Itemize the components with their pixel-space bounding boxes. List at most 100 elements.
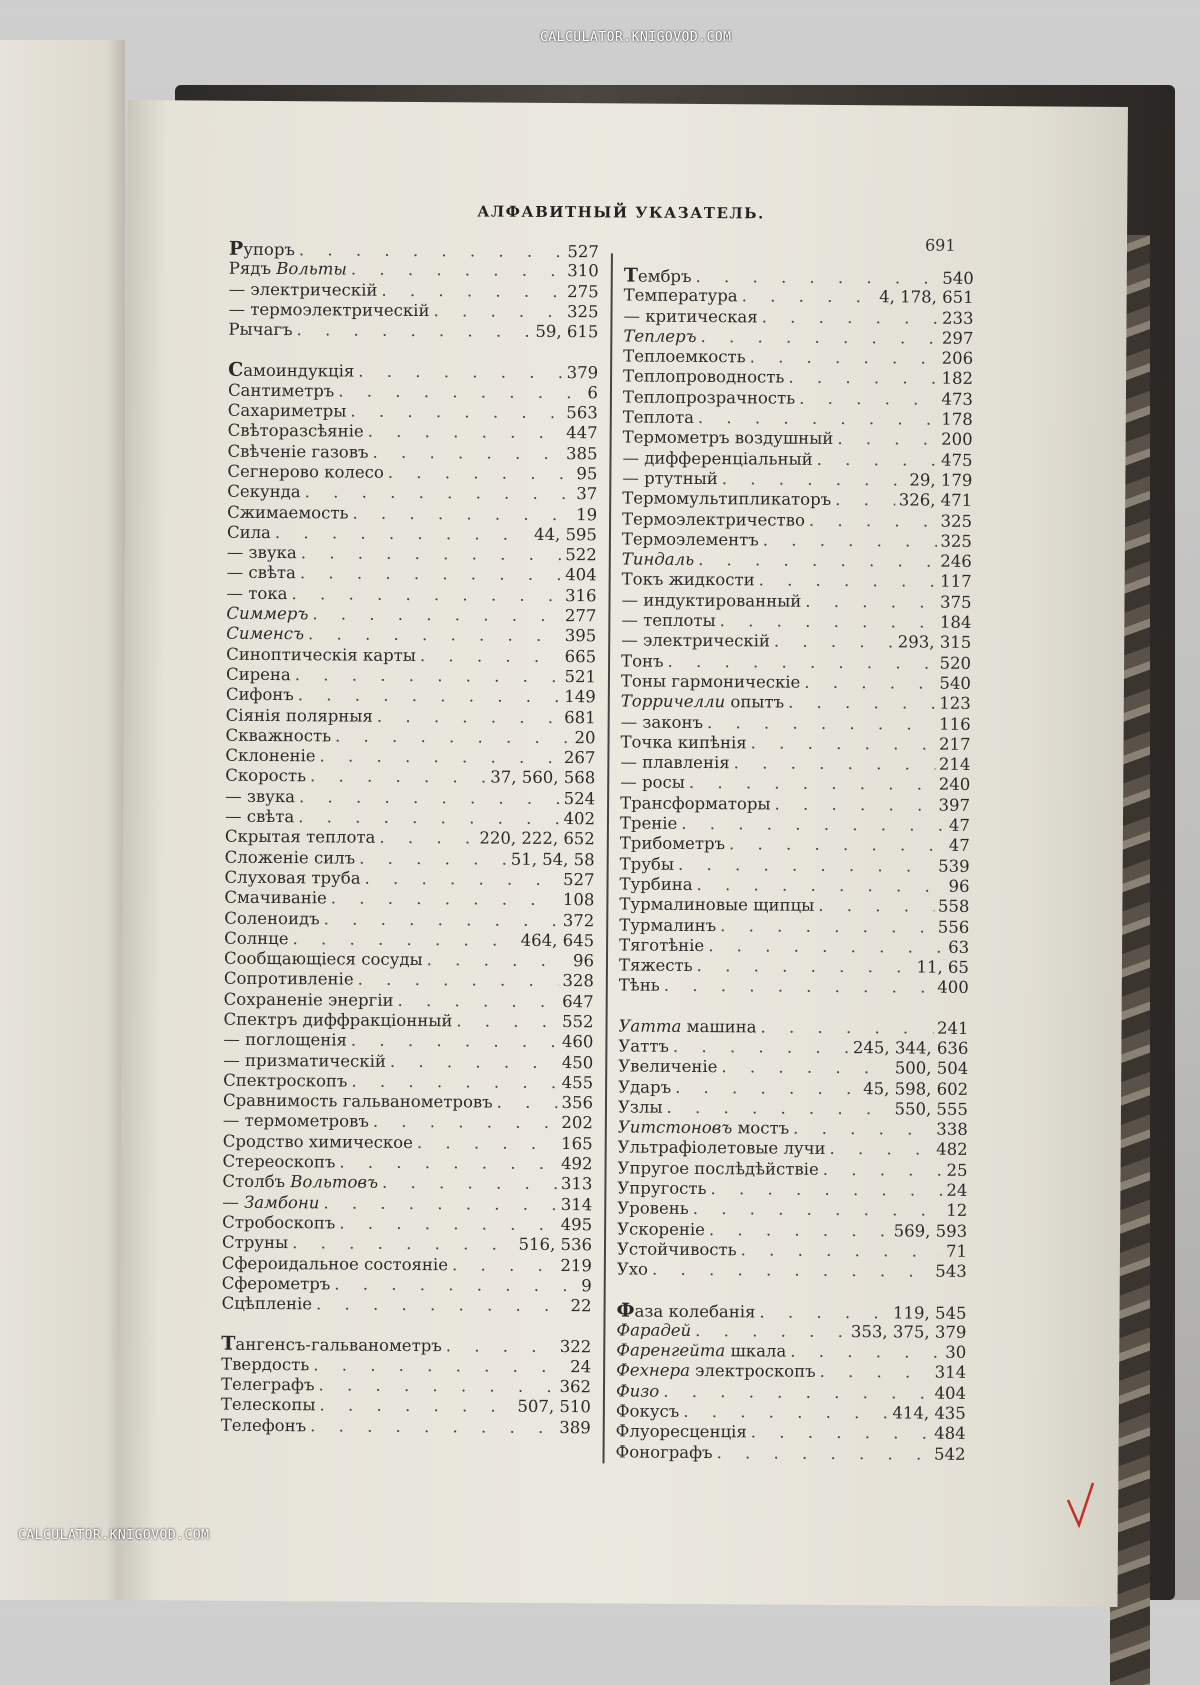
dot-leader [763,530,937,552]
dot-leader [708,936,944,958]
index-page: АЛФАВИТНЫЙ УКАЗАТЕЛЬ. 691 Рупоръ527Рядъ … [117,100,1128,1607]
entry-term-text: — тока [226,583,288,603]
index-entry: Уатта машина 241 [618,1016,968,1039]
entry-term: Ускореніе [617,1219,705,1240]
entry-term: Солнце [224,928,289,949]
entry-pages: 117 [940,572,972,592]
dot-leader [292,1233,514,1255]
entry-term: Фаренгейта шкала [616,1341,786,1362]
entry-term-text: Сообщающіеся сосуды [223,948,423,970]
dot-leader [742,287,876,308]
entry-term-text: Фокусъ [615,1401,680,1421]
entry-term: — электрическій [621,631,770,652]
dot-leader [323,1193,557,1215]
entry-term-text: — свѣта [226,563,296,583]
dot-leader [338,381,583,403]
dot-leader [365,869,560,891]
entry-term-text: Токъ жидкости [621,569,755,590]
index-entry: Сохраненіе энергіи 647 [224,989,594,1012]
index-entry: Упругое послѣдѣйствіе 25 [617,1158,967,1181]
entry-pages: 447 [566,423,598,443]
entry-term: — свѣта [227,563,296,584]
dot-leader [373,442,563,464]
dot-leader [339,1213,557,1235]
entry-term: Турмалиновые щипцы [619,895,814,917]
entry-term-text: — [222,1192,245,1212]
dot-leader [721,1057,890,1078]
entry-term: Фаза колебанія [616,1299,755,1322]
index-entry: Тяготѣніе 63 [619,935,969,958]
entry-term: Твердость [221,1354,309,1375]
entry-term: Сцѣпленіе [222,1294,313,1315]
entry-term: — теплоты [621,611,715,632]
dot-leader [334,1274,577,1296]
entry-term: — термоэлектрическій [228,300,429,322]
column-divider [602,253,613,1464]
entry-pages: 375 [939,592,972,612]
index-entry: Спектроскопъ 455 [223,1071,593,1094]
entry-term-text: Ухо [616,1259,649,1279]
entry-term-text: Телефонъ [220,1415,307,1435]
entry-term-text: Телескопы [220,1395,316,1415]
entry-term: Точка кипѣнія [620,732,746,753]
entry-term-text: Тяжесть [618,955,693,976]
entry-term-text: Сантиметръ [227,380,335,401]
entry-term-text: Увеличеніе [618,1056,718,1077]
entry-initial: Р [228,237,244,260]
entry-pages: 328 [562,971,594,991]
dot-leader [720,611,936,633]
dot-leader [788,368,937,389]
entry-term: Температура [624,286,738,307]
page-number: 691 [924,235,956,255]
entry-term: Сродство химическое [223,1131,413,1153]
entry-pages: 245, 344, 636 [852,1038,969,1058]
index-entry: Термоэлементъ 325 [622,529,972,552]
index-entry: Сферометръ 9 [222,1274,592,1297]
entry-pages: 200 [941,430,973,450]
index-entry: — индуктированный 375 [621,590,971,613]
entry-term-text: — плавленія [620,752,730,773]
entry-term: Термометръ воздушный [623,428,834,450]
entry-term-text: Сопротивленіе [223,969,354,989]
entry-term: — свѣта [225,807,294,828]
dot-leader [681,814,945,836]
dot-leader [320,746,560,768]
entry-term-text: Стереоскопъ [222,1151,336,1172]
index-column-right: Тембръ540Температура4, 178, 651— критиче… [615,264,974,1484]
dot-leader [379,828,475,849]
entry-term-rest: опытъ [725,692,785,712]
entry-term-text: Температура [623,285,738,306]
entry-pages: 542 [934,1444,966,1464]
dot-leader [352,503,572,525]
entry-pages: 24 [570,1356,592,1376]
entry-term-text: Узлы [617,1097,663,1117]
entry-term: Телеграфъ [221,1375,315,1396]
entry-term-text: Сжимаемость [227,502,349,523]
entry-term-text: Сложеніе силъ [224,847,356,868]
entry-term-text: Сегнерово колесо [227,461,384,482]
index-entry: Скважность 20 [225,726,596,749]
dot-leader [689,773,935,795]
index-entry: Фехнера электроскопъ 314 [616,1361,966,1384]
index-entry: Соленоидъ 372 [224,908,594,931]
entry-term-text: Теплопрозрачность [622,387,796,408]
index-letter-group: Рупоръ 527 Рядъ Вольты 310 — электрическій 27… [228,237,599,343]
entry-term-text: — звука [225,786,296,806]
entry-term-italic: Вольты [276,259,347,279]
entry-term-text: Тоны гармоническіе [620,671,801,692]
index-entry: Температура 4, 178, 651 [624,286,974,309]
entry-term-text: Соленоидъ [224,908,320,928]
entry-term: Теплопрозрачность [623,387,795,408]
entry-term-text: Теплота [622,407,695,428]
entry-term: Флуоресценція [616,1422,747,1443]
index-entry: — ртутный 29, 179 [622,468,972,491]
dot-leader [331,889,559,911]
index-entry: Склоненіе 267 [225,746,595,769]
index-entry: Упругость 24 [617,1179,967,1202]
entry-term-text: Сахариметры [227,400,347,421]
entry-term: Термоэлектричество [622,509,805,531]
entry-pages: 206 [941,348,974,369]
entry-pages: 217 [938,734,971,754]
entry-pages: 297 [941,328,974,348]
entry-pages: 492 [561,1154,593,1174]
